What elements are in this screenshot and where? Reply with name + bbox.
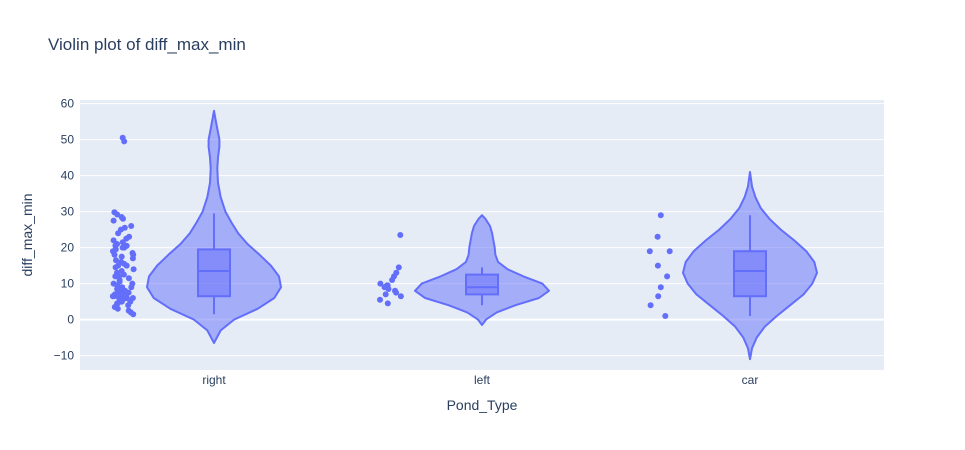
y-tick-label: −10 [54, 349, 75, 363]
data-point [128, 223, 135, 229]
data-point [110, 217, 117, 224]
data-point [115, 230, 122, 237]
data-point [130, 311, 137, 318]
data-point [377, 296, 383, 303]
violin-car [646, 171, 818, 361]
x-tick-label: right [202, 373, 226, 387]
y-tick-label: 60 [61, 97, 75, 111]
data-point [662, 313, 669, 319]
violin-left [377, 214, 550, 326]
data-point [112, 264, 119, 271]
data-point [111, 251, 118, 258]
box-iqr [465, 273, 499, 296]
data-point [647, 302, 654, 309]
data-point [654, 233, 661, 240]
violin-right [109, 109, 282, 344]
box-iqr [733, 250, 767, 298]
y-tick-label: 10 [61, 277, 75, 291]
x-tick-label: left [474, 373, 491, 387]
data-point [125, 302, 132, 309]
data-point [123, 262, 130, 269]
x-axis-ticks: right left car [202, 373, 758, 387]
data-point [657, 284, 664, 291]
box-iqr [197, 248, 231, 298]
y-tick-label: 20 [61, 241, 75, 255]
data-point [385, 286, 392, 292]
chart-title: Violin plot of diff_max_min [48, 35, 246, 54]
data-point [393, 289, 400, 296]
x-axis-title: Pond_Type [447, 397, 518, 413]
data-point [384, 300, 391, 307]
data-point [113, 257, 119, 264]
data-point [657, 212, 664, 219]
data-point [119, 244, 126, 251]
y-axis-ticks: −10 0 10 20 30 40 50 60 [54, 97, 75, 363]
data-point [129, 255, 136, 262]
data-point [128, 284, 135, 291]
y-tick-label: 0 [67, 313, 74, 327]
data-point [112, 273, 119, 280]
data-point [655, 293, 662, 300]
data-point [646, 248, 653, 255]
data-point [121, 138, 128, 145]
data-point [118, 253, 125, 260]
data-point [377, 280, 384, 287]
data-point [120, 271, 127, 278]
data-point [397, 293, 404, 300]
x-tick-label: car [742, 373, 759, 387]
y-tick-label: 40 [61, 169, 75, 183]
data-point [666, 248, 673, 255]
data-point [382, 291, 389, 298]
data-point [120, 215, 126, 222]
data-point [389, 277, 396, 283]
y-tick-label: 50 [61, 133, 75, 147]
y-tick-label: 30 [61, 205, 75, 219]
data-point [664, 273, 671, 280]
data-point [130, 266, 137, 273]
data-point [109, 293, 116, 300]
data-point [654, 262, 661, 269]
y-axis-title: diff_max_min [19, 193, 35, 276]
data-point [119, 239, 126, 246]
data-point [114, 211, 121, 218]
data-point [397, 232, 404, 238]
data-point [125, 275, 132, 282]
data-point [114, 305, 121, 312]
data-point [395, 264, 402, 271]
violin-series [109, 109, 818, 361]
